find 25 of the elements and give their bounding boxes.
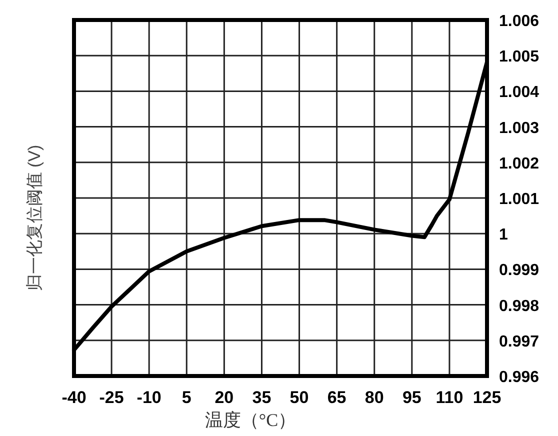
x-tick-label: -25 (99, 388, 124, 407)
y-tick-label: 0.996 (499, 369, 540, 386)
x-tick-label: -10 (136, 388, 162, 407)
x-tick-label: -40 (62, 388, 86, 407)
y-tick-label: 0.998 (499, 298, 540, 315)
y-axis-title: 归一化复位阈值 (V) (25, 144, 44, 292)
y-tick-label: 0.999 (499, 262, 540, 280)
x-tick-label: 50 (290, 388, 309, 407)
y-tick-label: 1.006 (499, 13, 540, 30)
y-tick-label: 1.004 (499, 84, 540, 102)
x-axis-title: 温度（°C） (204, 410, 296, 430)
y-tick-label: 0.997 (499, 333, 540, 350)
y-tick-label: 1.003 (499, 120, 540, 137)
y-tick-label: 1.001 (499, 191, 540, 208)
x-tick-label: 95 (402, 388, 422, 407)
x-tick-label: 5 (182, 388, 192, 407)
y-tick-label: 1.002 (499, 155, 540, 172)
y-tick-label: 1 (499, 226, 508, 244)
x-tick-label: 110 (436, 388, 464, 407)
x-tick-label: 65 (327, 388, 346, 407)
x-tick-label: 35 (252, 388, 272, 407)
x-tick-label: 20 (214, 388, 234, 407)
y-tick-label: 1.005 (499, 48, 540, 66)
x-tick-label: 80 (364, 388, 384, 407)
x-tick-label: 125 (472, 388, 502, 407)
